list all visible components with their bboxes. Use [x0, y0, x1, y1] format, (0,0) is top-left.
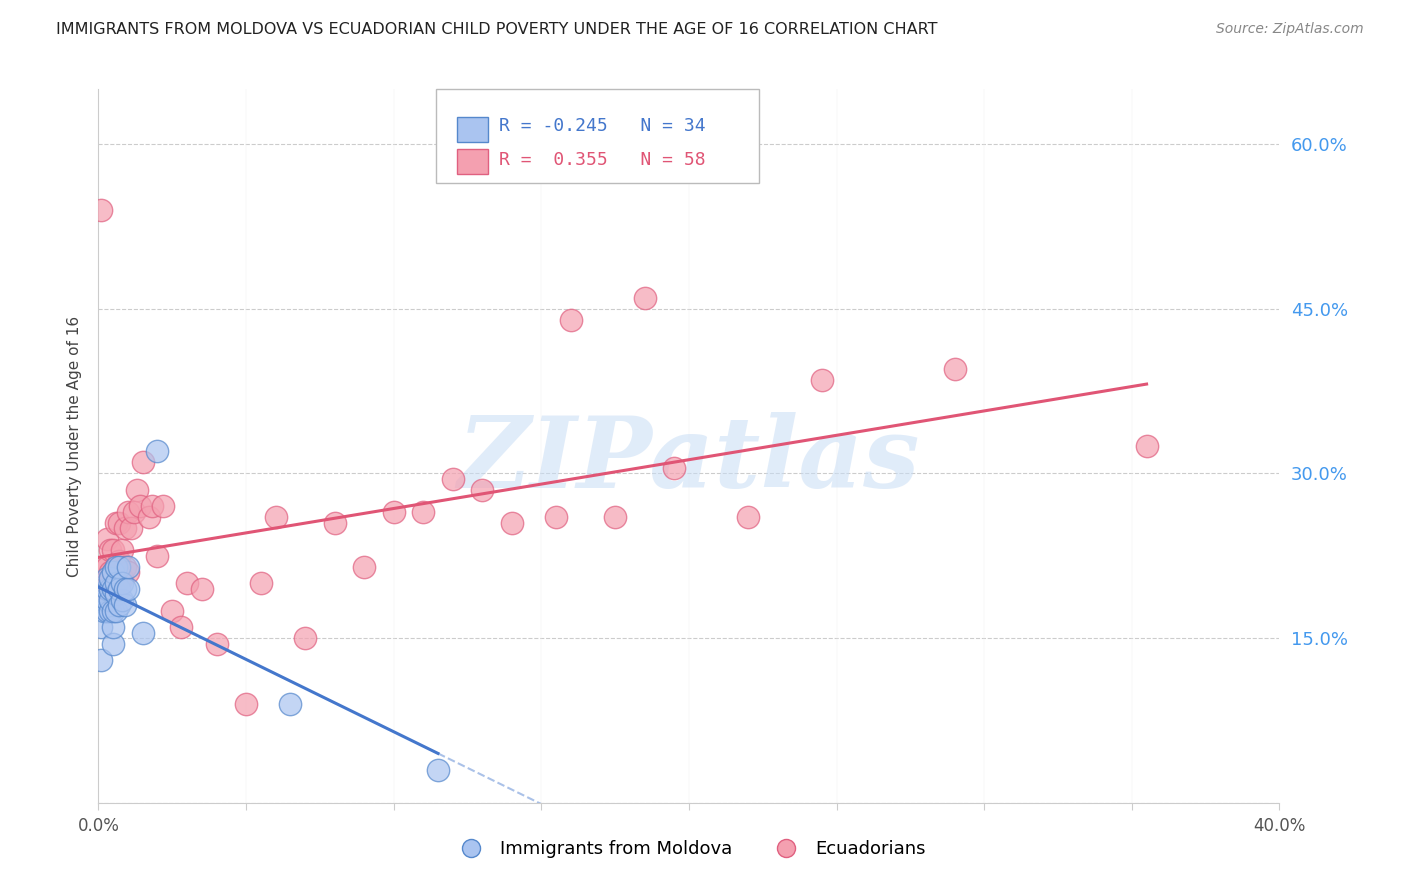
Point	[108, 576, 131, 591]
Point	[141, 500, 163, 514]
Point	[96, 559, 118, 574]
Point	[103, 566, 125, 580]
Point	[93, 604, 115, 618]
Point	[98, 543, 121, 558]
Text: IMMIGRANTS FROM MOLDOVA VS ECUADORIAN CHILD POVERTY UNDER THE AGE OF 16 CORRELAT: IMMIGRANTS FROM MOLDOVA VS ECUADORIAN CH…	[56, 22, 938, 37]
Point	[114, 521, 136, 535]
Point	[162, 604, 183, 618]
Point	[93, 559, 115, 574]
Point	[122, 505, 145, 519]
Point	[111, 576, 134, 591]
Point	[250, 576, 273, 591]
Point	[103, 566, 125, 580]
Point	[191, 582, 214, 596]
Point	[205, 637, 228, 651]
Point	[441, 472, 464, 486]
Point	[98, 576, 121, 591]
Point	[111, 571, 134, 585]
Text: R =  0.355   N = 58: R = 0.355 N = 58	[499, 151, 706, 169]
Point	[111, 543, 134, 558]
Point	[114, 582, 136, 596]
Point	[108, 516, 131, 530]
Point	[501, 516, 523, 530]
Point	[111, 592, 134, 607]
Point	[96, 582, 118, 596]
Point	[93, 582, 115, 596]
Point	[103, 620, 125, 634]
Point	[146, 444, 169, 458]
Point	[294, 631, 316, 645]
Point	[108, 554, 131, 568]
Point	[98, 592, 121, 607]
Point	[146, 549, 169, 563]
Point	[96, 571, 118, 585]
Point	[105, 516, 128, 530]
Point	[471, 483, 494, 497]
Point	[235, 697, 257, 711]
Point	[90, 202, 112, 217]
Point	[560, 312, 582, 326]
Point	[105, 559, 128, 574]
Point	[264, 510, 287, 524]
Point	[98, 566, 121, 580]
Point	[96, 592, 118, 607]
Point	[103, 587, 125, 601]
Point	[382, 505, 405, 519]
Point	[737, 510, 759, 524]
Point	[98, 604, 121, 618]
Point	[96, 582, 118, 596]
Point	[114, 559, 136, 574]
Point	[105, 582, 128, 596]
Point	[138, 510, 160, 524]
Point	[103, 543, 125, 558]
Point	[943, 362, 966, 376]
Point	[546, 510, 568, 524]
Point	[412, 505, 434, 519]
Point	[125, 483, 148, 497]
Point	[105, 576, 128, 591]
Point	[323, 516, 346, 530]
Point	[152, 500, 174, 514]
Point	[132, 625, 155, 640]
Point	[170, 620, 193, 634]
Point	[427, 763, 450, 777]
Point	[128, 500, 150, 514]
Point	[98, 571, 121, 585]
Point	[105, 587, 128, 601]
Point	[353, 559, 375, 574]
Point	[105, 559, 128, 574]
Point	[810, 373, 832, 387]
Point	[664, 461, 686, 475]
Point	[132, 455, 155, 469]
Point	[117, 566, 139, 580]
Point	[98, 582, 121, 596]
Point	[90, 620, 112, 634]
Point	[103, 582, 125, 596]
Text: Source: ZipAtlas.com: Source: ZipAtlas.com	[1216, 22, 1364, 37]
Point	[96, 533, 118, 547]
Point	[103, 637, 125, 651]
Point	[117, 559, 139, 574]
Point	[117, 505, 139, 519]
Point	[108, 582, 131, 596]
Point	[1136, 439, 1159, 453]
Point	[280, 697, 302, 711]
Legend: Immigrants from Moldova, Ecuadorians: Immigrants from Moldova, Ecuadorians	[446, 833, 932, 865]
Point	[108, 598, 131, 612]
Text: ZIPatlas: ZIPatlas	[458, 412, 920, 508]
Point	[90, 653, 112, 667]
Point	[114, 598, 136, 612]
Point	[605, 510, 627, 524]
Point	[120, 521, 142, 535]
Point	[117, 582, 139, 596]
Y-axis label: Child Poverty Under the Age of 16: Child Poverty Under the Age of 16	[67, 316, 83, 576]
Point	[176, 576, 198, 591]
Point	[634, 291, 657, 305]
Point	[105, 604, 128, 618]
Point	[96, 604, 118, 618]
Point	[103, 604, 125, 618]
Text: R = -0.245   N = 34: R = -0.245 N = 34	[499, 117, 706, 135]
Point	[108, 559, 131, 574]
Point	[93, 592, 115, 607]
